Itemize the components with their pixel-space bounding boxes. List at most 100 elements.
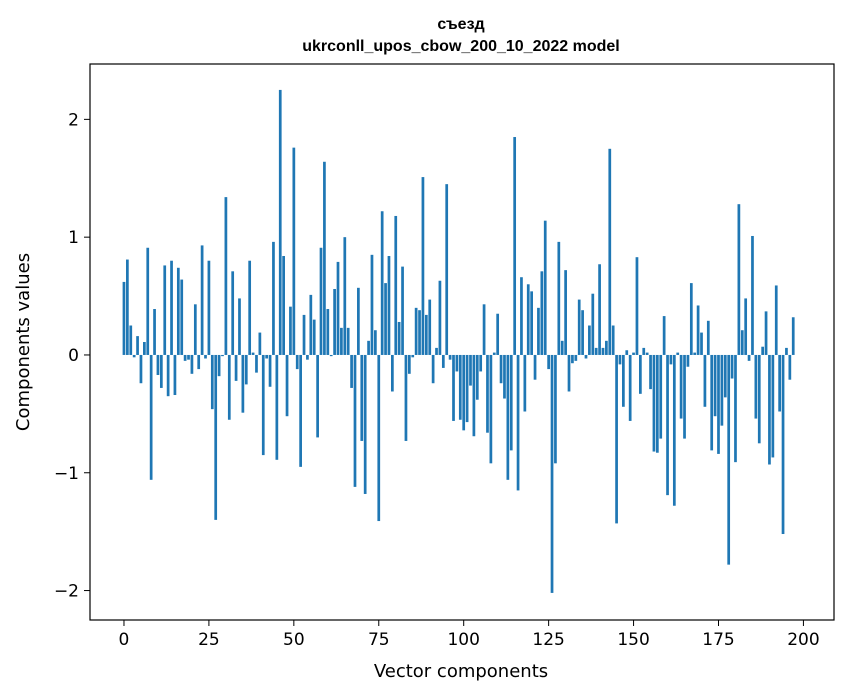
bar-58 [319, 247, 323, 355]
bar-186 [754, 354, 758, 419]
bar-155 [649, 354, 652, 390]
bar-94 [441, 354, 445, 368]
bar-175 [717, 354, 720, 454]
bar-3 [132, 354, 136, 358]
bar-141 [601, 347, 605, 355]
bar-178 [727, 354, 731, 565]
bar-102 [469, 354, 472, 386]
y-tick-label: 1 [68, 228, 79, 248]
bar-112 [503, 354, 506, 399]
bar-148 [625, 350, 629, 355]
bar-177 [723, 354, 727, 398]
bar-132 [571, 354, 574, 364]
bar-139 [594, 347, 598, 355]
bar-103 [472, 354, 476, 437]
bar-161 [669, 354, 673, 365]
bar-86 [414, 307, 418, 355]
bar-4 [136, 336, 139, 355]
bar-98 [455, 354, 459, 372]
bar-73 [370, 254, 374, 355]
bar-118 [523, 354, 527, 412]
bar-24 [204, 354, 207, 359]
bar-195 [785, 347, 788, 355]
bar-85 [411, 354, 415, 358]
bar-192 [774, 285, 778, 355]
bar-16 [176, 267, 180, 355]
bar-151 [635, 257, 639, 355]
bar-136 [584, 354, 588, 359]
bar-104 [475, 354, 479, 400]
bar-82 [401, 266, 404, 355]
bar-87 [418, 310, 421, 355]
bar-99 [458, 354, 462, 420]
bar-173 [710, 354, 714, 451]
bar-134 [577, 299, 581, 355]
bar-121 [533, 354, 537, 380]
x-tick-label: 100 [447, 630, 479, 650]
bar-42 [265, 354, 269, 359]
bar-52 [299, 354, 302, 467]
x-tick-label: 125 [532, 630, 564, 650]
bar-143 [608, 148, 612, 355]
y-tick-label: −2 [54, 582, 79, 602]
bar-123 [540, 271, 544, 355]
bar-44 [272, 241, 275, 355]
bar-124 [543, 220, 547, 355]
bar-119 [526, 284, 530, 355]
bar-183 [744, 298, 748, 355]
bar-67 [350, 354, 353, 388]
bar-88 [421, 177, 425, 355]
bar-191 [771, 354, 775, 458]
bar-56 [312, 319, 316, 355]
bar-10 [156, 354, 160, 375]
bar-172 [706, 320, 710, 355]
bar-142 [605, 340, 608, 355]
bar-166 [686, 354, 690, 367]
bar-63 [336, 261, 340, 355]
bar-92 [435, 347, 438, 355]
bar-2 [129, 325, 133, 355]
bar-129 [560, 340, 564, 355]
bar-196 [788, 354, 792, 380]
bar-171 [703, 354, 707, 407]
bar-163 [676, 352, 680, 355]
bar-137 [588, 325, 591, 355]
bar-114 [509, 354, 513, 451]
bar-115 [513, 137, 517, 355]
bar-184 [747, 354, 751, 361]
bar-185 [751, 235, 754, 355]
bar-40 [258, 332, 262, 355]
bar-19 [187, 354, 190, 360]
x-tick-label: 175 [702, 630, 734, 650]
bar-69 [357, 287, 360, 355]
bar-193 [778, 354, 781, 412]
bar-84 [407, 354, 411, 374]
bar-145 [615, 354, 618, 524]
bar-113 [506, 354, 510, 480]
bar-105 [479, 354, 483, 372]
chart-title: съезд [437, 16, 484, 33]
bar-39 [255, 354, 258, 373]
bar-55 [309, 294, 313, 355]
bar-14 [170, 260, 173, 355]
bar-162 [672, 354, 676, 506]
bar-38 [251, 352, 255, 355]
bar-100 [462, 354, 466, 431]
bar-0 [122, 281, 126, 355]
bar-65 [343, 237, 347, 355]
y-tick-label: 2 [68, 110, 79, 130]
bar-83 [404, 354, 408, 441]
bar-154 [645, 352, 649, 355]
bar-189 [764, 311, 768, 355]
bar-127 [554, 354, 557, 464]
y-tick-label: 0 [68, 346, 79, 366]
bar-49 [289, 306, 292, 355]
bar-79 [391, 354, 394, 392]
bar-62 [333, 288, 336, 355]
y-axis-ticks: −2 −1 0 1 2 [54, 110, 90, 602]
bar-27 [214, 354, 218, 520]
bar-109 [492, 352, 496, 355]
bar-170 [700, 332, 703, 355]
bar-28 [217, 354, 221, 377]
